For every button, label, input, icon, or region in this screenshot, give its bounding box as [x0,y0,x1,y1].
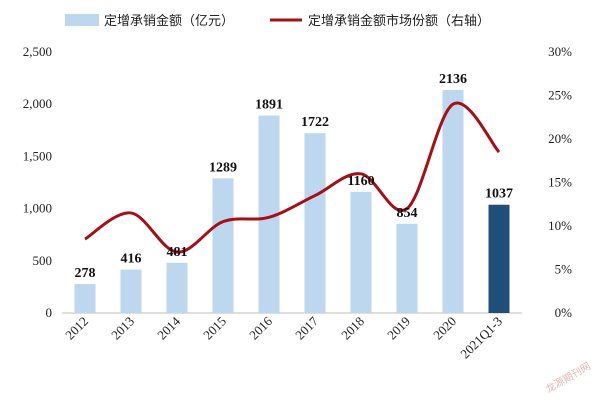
legend-bar-label: 定增承销金额（亿元） [104,13,234,29]
x-tick-label: 2012 [62,314,91,343]
bar-2014 [166,262,188,313]
y-right-tick-label: 10% [548,218,572,233]
bar-2021Q1-3 [488,204,510,313]
x-tick-label: 2018 [338,314,367,343]
line-series [84,101,501,254]
y-left-tick-label: 500 [33,253,53,268]
y-left-tick-label: 2,500 [23,44,52,59]
y-right-tick-label: 30% [548,44,572,59]
x-tick-label: 2019 [384,314,413,343]
y-right-tick-label: 25% [548,88,572,103]
x-tick-label: 2015 [200,314,229,343]
legend: 定增承销金额（亿元） 定增承销金额市场份额（右轴） [65,13,490,29]
bar-2019 [396,223,418,313]
y-right-tick-label: 0% [555,305,573,320]
bar-data-labels: 278 416 481 1289 1891 1722 1160 854 2136 1037 [75,72,514,281]
bar-data-label: 1722 [301,115,329,130]
bar-2012 [74,283,96,313]
x-tick-label: 2021Q1-3 [457,314,505,362]
legend-line-label: 定增承销金额市场份额（右轴） [308,13,490,29]
bar-data-label: 1037 [485,187,513,202]
bar-data-label: 416 [121,252,142,267]
x-tick-label: 2016 [246,313,275,342]
legend-bar-swatch [65,14,99,26]
market-share-line [84,101,501,254]
x-tick-labels: 2012 2013 2014 2015 2016 2017 2018 2019 20202021… [62,313,505,361]
bar-data-label: 2136 [439,72,467,87]
y-left-tick-labels: 0 500 1,000 1,500 2,000 2,500 [23,44,52,320]
bar-2013 [120,269,142,313]
x-tick-label: 2020 [430,314,459,343]
bar-data-label: 481 [167,245,188,260]
y-left-tick-label: 0 [46,305,53,320]
bar-2015 [212,178,234,313]
y-left-tick-label: 1,500 [23,148,52,163]
bar-2018 [350,191,372,313]
bar-series [74,90,510,314]
bar-2017 [304,133,326,313]
bar-2016 [258,115,280,314]
y-left-tick-label: 1,000 [23,201,52,216]
y-right-tick-label: 15% [548,175,572,190]
x-tick-label: 2017 [292,313,321,342]
bar-data-label: 1891 [255,98,283,113]
bar-data-label: 1160 [347,174,374,189]
bar-2020 [442,90,464,313]
y-right-tick-label: 20% [548,131,572,146]
bar-data-label: 854 [397,206,418,221]
bar-data-label: 1289 [209,160,237,175]
y-left-tick-label: 2,000 [23,96,52,111]
x-tick-label: 2014 [154,313,183,342]
x-tick-label: 2013 [108,314,137,343]
y-right-tick-labels: 0% 5% 10% 15% 20% 25% 30% [548,44,572,320]
watermark-text: 龙源期刊网 [543,359,593,395]
bar-data-label: 278 [75,266,96,281]
y-right-tick-label: 5% [555,262,573,277]
